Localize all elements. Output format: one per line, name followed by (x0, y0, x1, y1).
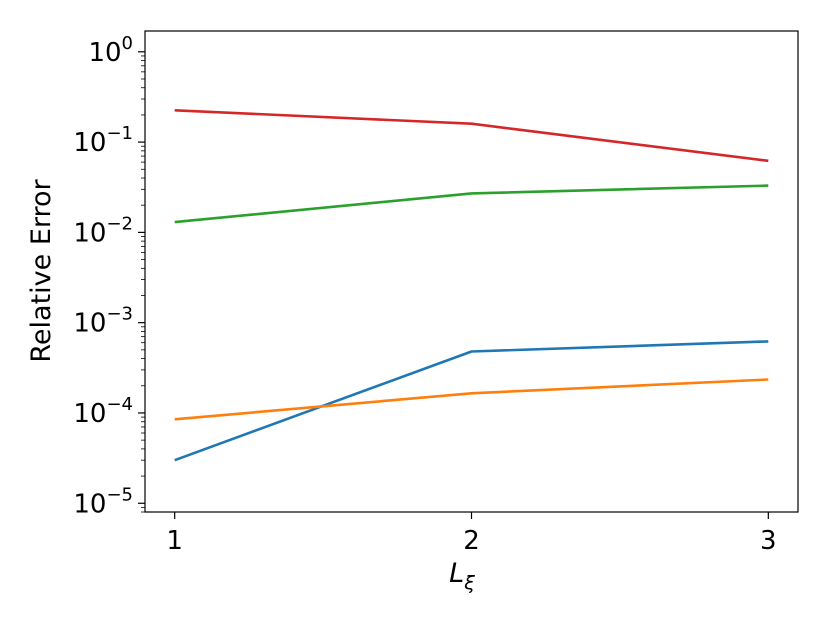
y-minor-ticks (141, 55, 145, 513)
y-tick-label-base: 10 (88, 38, 121, 68)
x-axis-label-main: L (449, 558, 464, 589)
x-tick-label: 3 (760, 526, 777, 556)
plot-frame (144, 30, 799, 513)
y-tick-label-exponent: 0 (122, 33, 133, 54)
y-tick-label: 10−3 (73, 304, 133, 339)
series-line-2 (174, 378, 769, 421)
y-tick-label: 10−4 (73, 394, 133, 429)
y-tick-label-exponent: −5 (106, 484, 133, 505)
x-tick-labels: 1 2 3 (166, 526, 776, 556)
y-tick-label: 100 (88, 33, 133, 68)
y-tick-label-exponent: −3 (106, 304, 133, 325)
y-tick-label-exponent: −2 (106, 213, 133, 234)
x-tick-label: 1 (166, 526, 183, 556)
series-line-4 (174, 109, 769, 163)
y-tick-label-exponent: −1 (106, 123, 133, 144)
y-tick-label: 10−2 (73, 213, 133, 248)
y-tick-label-base: 10 (73, 128, 106, 158)
y-tick-label: 10−1 (73, 123, 133, 158)
x-axis-label: Lξ (449, 558, 475, 594)
major-ticks (138, 51, 769, 519)
series-line-1 (174, 340, 769, 462)
y-axis-label: Relative Error (26, 178, 57, 362)
y-tick-label-exponent: −4 (106, 394, 133, 415)
y-tick-label-base: 10 (73, 309, 106, 339)
y-tick-label: 10−5 (73, 484, 133, 519)
y-tick-label-base: 10 (73, 489, 106, 519)
series-line-3 (174, 184, 769, 224)
x-tick-label: 2 (463, 526, 480, 556)
y-tick-label-base: 10 (73, 218, 106, 248)
x-axis-label-subscript: ξ (463, 572, 475, 594)
y-tick-label-base: 10 (73, 399, 106, 429)
series-lines (174, 109, 769, 462)
